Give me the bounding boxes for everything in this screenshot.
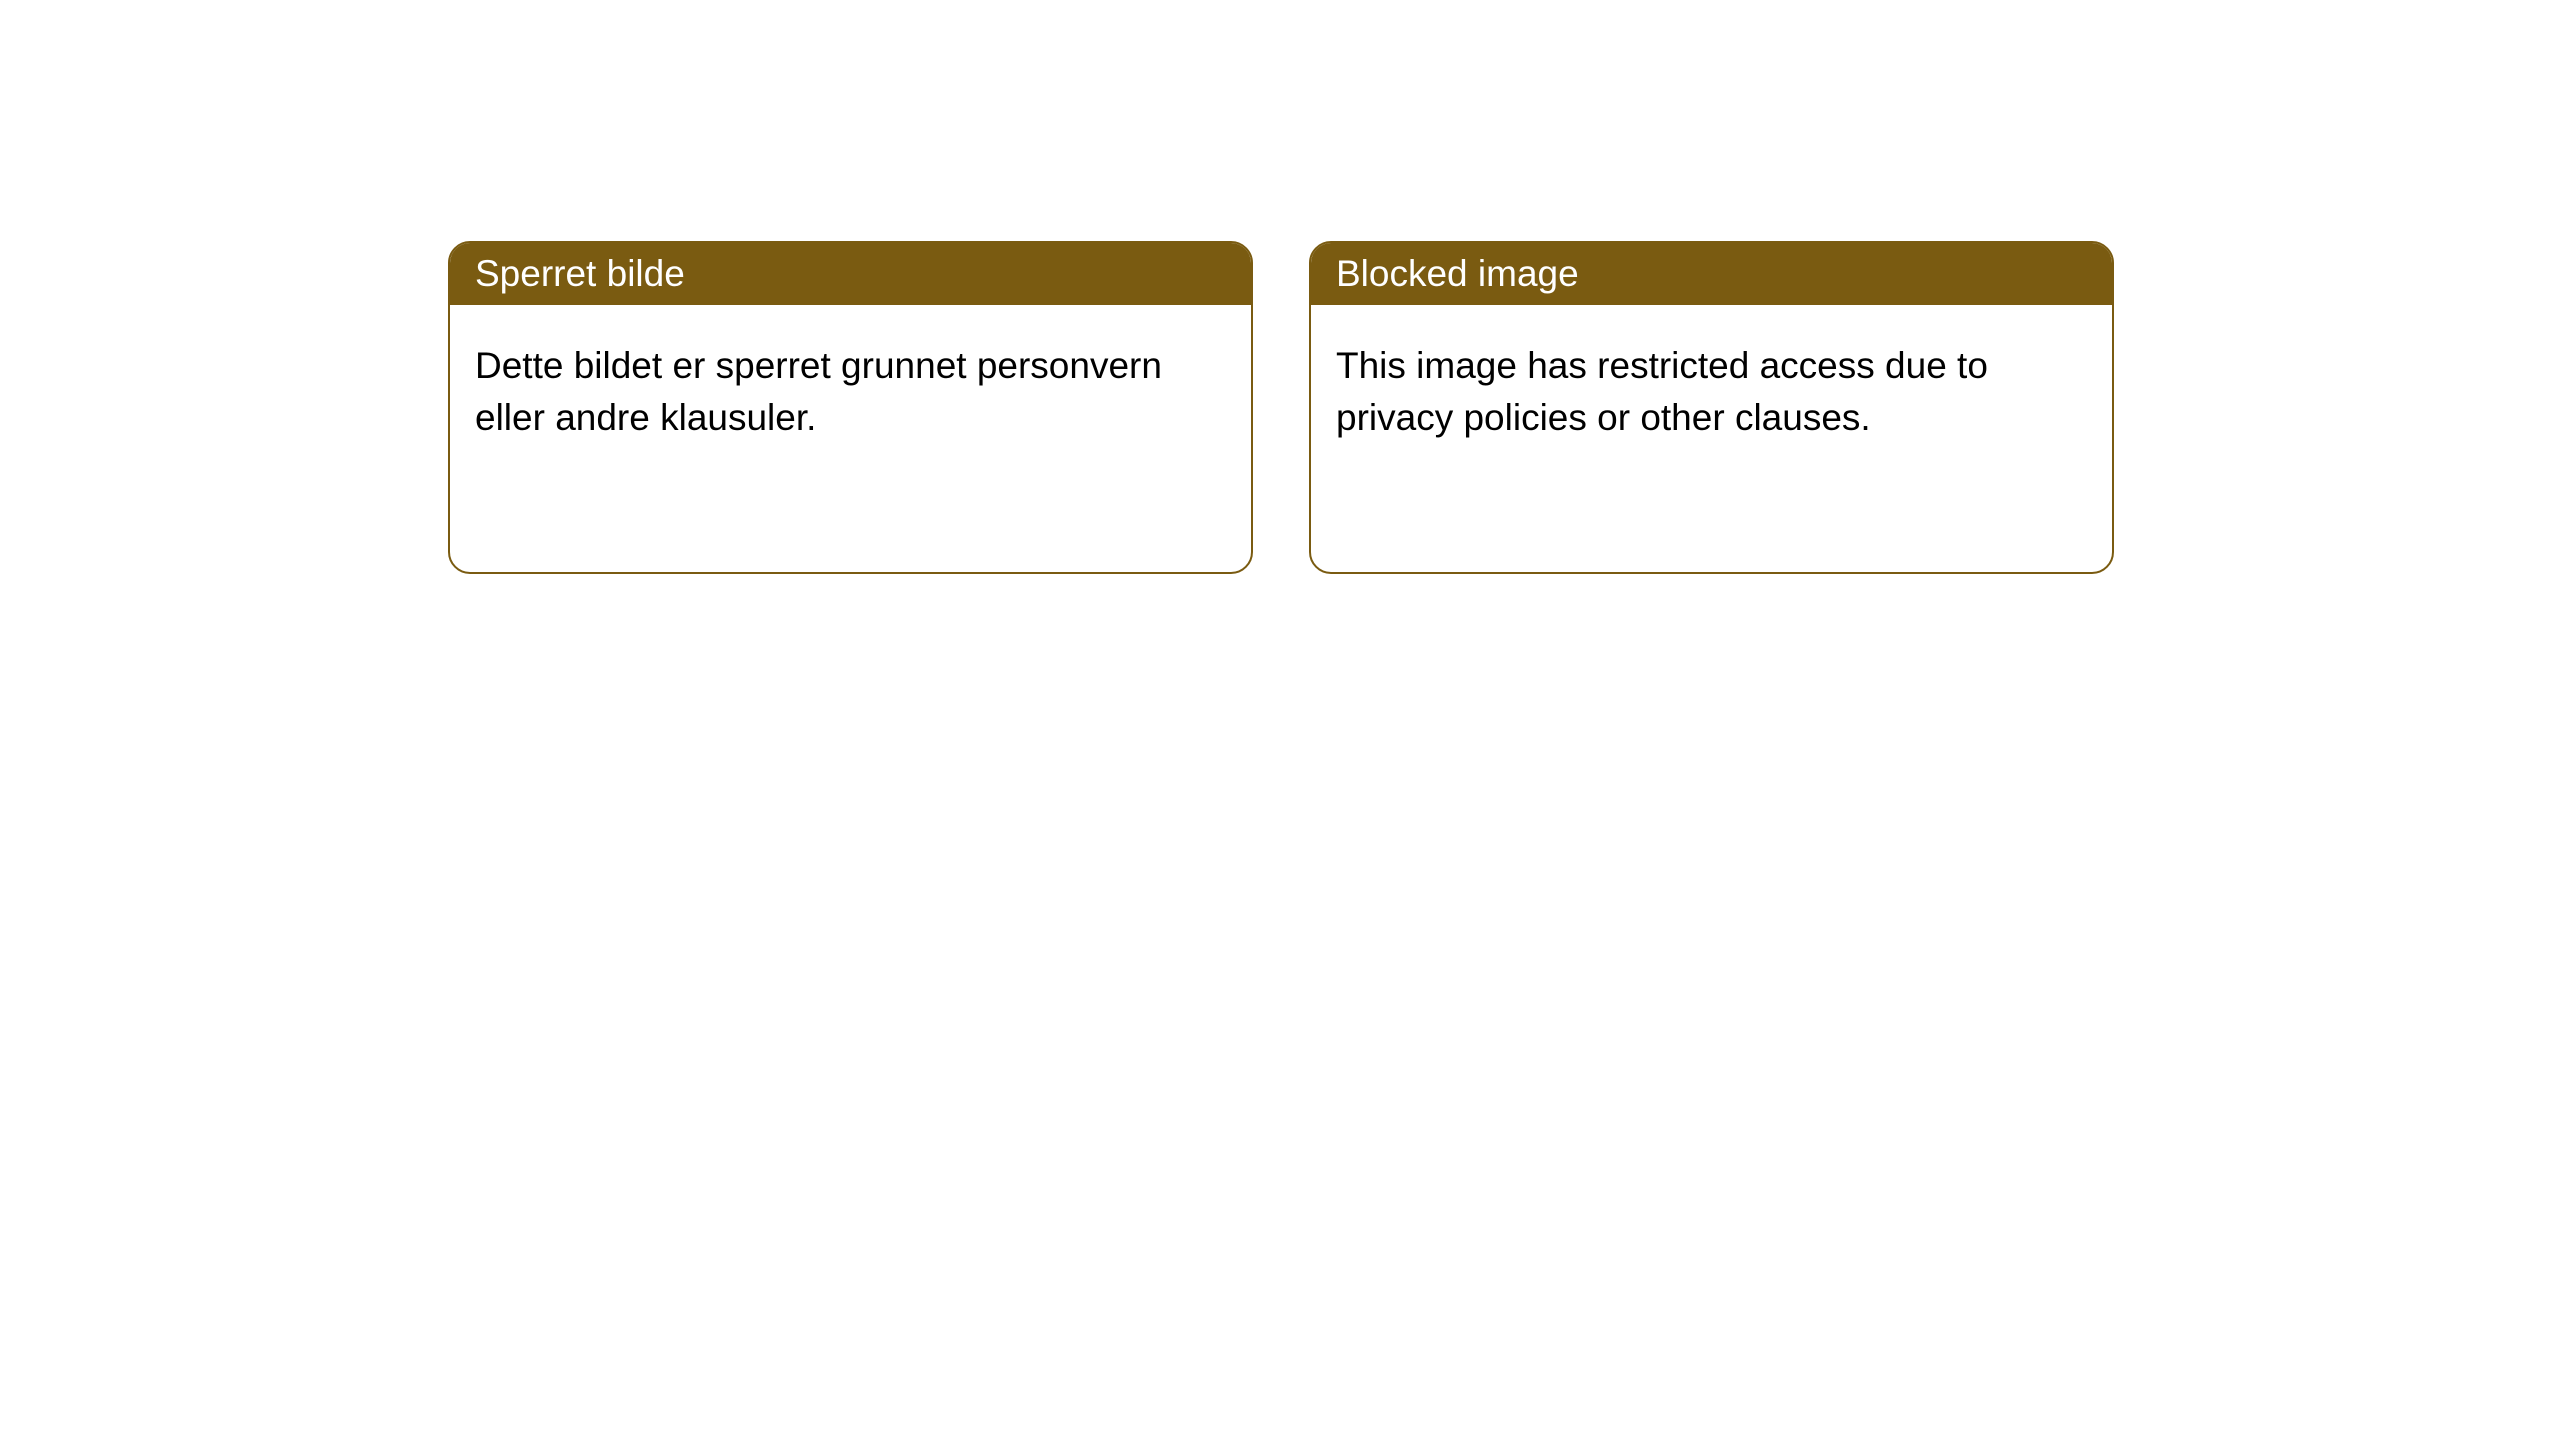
notice-header-english: Blocked image (1311, 243, 2112, 305)
notice-title: Blocked image (1336, 253, 1579, 294)
notice-title: Sperret bilde (475, 253, 685, 294)
notice-card-norwegian: Sperret bilde Dette bildet er sperret gr… (448, 241, 1253, 574)
notice-message: Dette bildet er sperret grunnet personve… (475, 345, 1162, 438)
notice-header-norwegian: Sperret bilde (450, 243, 1251, 305)
notice-body-norwegian: Dette bildet er sperret grunnet personve… (450, 305, 1251, 479)
notice-message: This image has restricted access due to … (1336, 345, 1988, 438)
notice-container: Sperret bilde Dette bildet er sperret gr… (448, 241, 2114, 574)
notice-body-english: This image has restricted access due to … (1311, 305, 2112, 479)
notice-card-english: Blocked image This image has restricted … (1309, 241, 2114, 574)
